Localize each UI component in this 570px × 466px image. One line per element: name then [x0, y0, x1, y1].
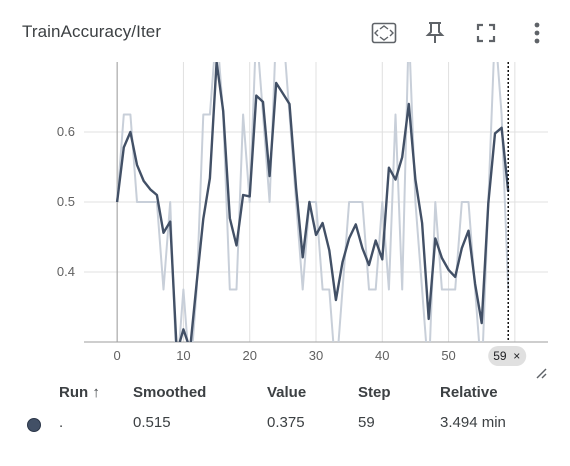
hover-step-badge: 59 ×	[488, 346, 527, 366]
fit-domain-icon[interactable]	[369, 18, 399, 48]
chart-toolbar	[348, 18, 552, 48]
x-tick-label: 40	[375, 348, 389, 363]
x-tick-label: 10	[176, 348, 190, 363]
row-value: 0.375	[267, 414, 305, 431]
y-tick-label: 0.6	[57, 124, 75, 139]
x-tick-label: 50	[441, 348, 455, 363]
header-relative[interactable]: Relative	[440, 384, 498, 401]
close-icon[interactable]: ×	[513, 349, 520, 363]
header-smoothed[interactable]: Smoothed	[133, 384, 207, 401]
header-run[interactable]: Run ↑	[59, 384, 100, 401]
pin-icon[interactable]	[420, 18, 450, 48]
header-value[interactable]: Value	[267, 384, 307, 401]
hover-step-badge-bg	[488, 346, 527, 366]
resize-handle-icon[interactable]	[536, 368, 547, 379]
x-tick-label: 30	[309, 348, 323, 363]
row-run: .	[59, 414, 64, 431]
fullscreen-icon[interactable]	[471, 18, 501, 48]
row-relative: 3.494 min	[440, 414, 506, 431]
row-step: 59	[358, 414, 375, 431]
series-line-raw	[116, 62, 510, 342]
x-tick-label: 0	[114, 348, 121, 363]
chart-title: TrainAccuracy/Iter	[22, 22, 162, 41]
plot-area	[115, 62, 510, 342]
run-color-dot	[27, 418, 41, 432]
row-smoothed: 0.515	[133, 414, 171, 431]
series-line-smoothed	[115, 62, 510, 342]
y-tick-label: 0.5	[57, 194, 75, 209]
x-tick-label: 20	[242, 348, 256, 363]
more-vert-icon[interactable]	[522, 18, 552, 48]
line-chart[interactable]: 0 10 20 30 40 50 0.4 0.5 0.6 59 ×	[0, 0, 570, 380]
header-step[interactable]: Step	[358, 384, 391, 401]
y-tick-label: 0.4	[57, 264, 75, 279]
hover-step-value: 59	[493, 349, 507, 363]
